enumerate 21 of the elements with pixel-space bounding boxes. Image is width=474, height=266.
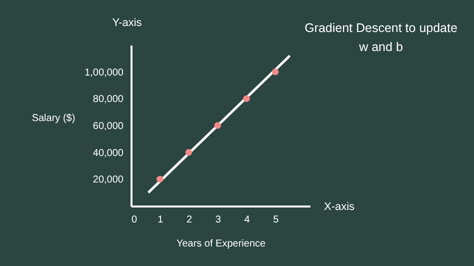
- y-tick-label: 40,000: [92, 148, 124, 159]
- x-tick-label: 0: [132, 214, 138, 226]
- x-axis-title: Years of Experience: [176, 238, 266, 250]
- point: [156, 176, 164, 183]
- text: Y-axis: [112, 17, 142, 29]
- x-tick-label: 4: [244, 214, 250, 226]
- point: [185, 148, 192, 156]
- point: [243, 95, 250, 102]
- text: Gradient Descent to update w and b: [304, 21, 458, 54]
- y-tick-label: 60,000: [92, 121, 124, 132]
- point: [214, 122, 221, 129]
- x-tick-label: 2: [186, 214, 192, 226]
- point: [272, 68, 279, 76]
- y-tick-label: 1,00,000: [84, 67, 124, 78]
- x-tick-label: 5: [273, 214, 280, 226]
- y-tick-label: 20,000: [92, 174, 124, 186]
- y-axis-title: Salary ($): [32, 112, 76, 124]
- text: X-axis: [324, 201, 356, 213]
- y-tick-label: 80,000: [92, 94, 124, 106]
- x-tick-label: 1: [158, 214, 164, 226]
- x-tick-label: 3: [215, 214, 222, 226]
